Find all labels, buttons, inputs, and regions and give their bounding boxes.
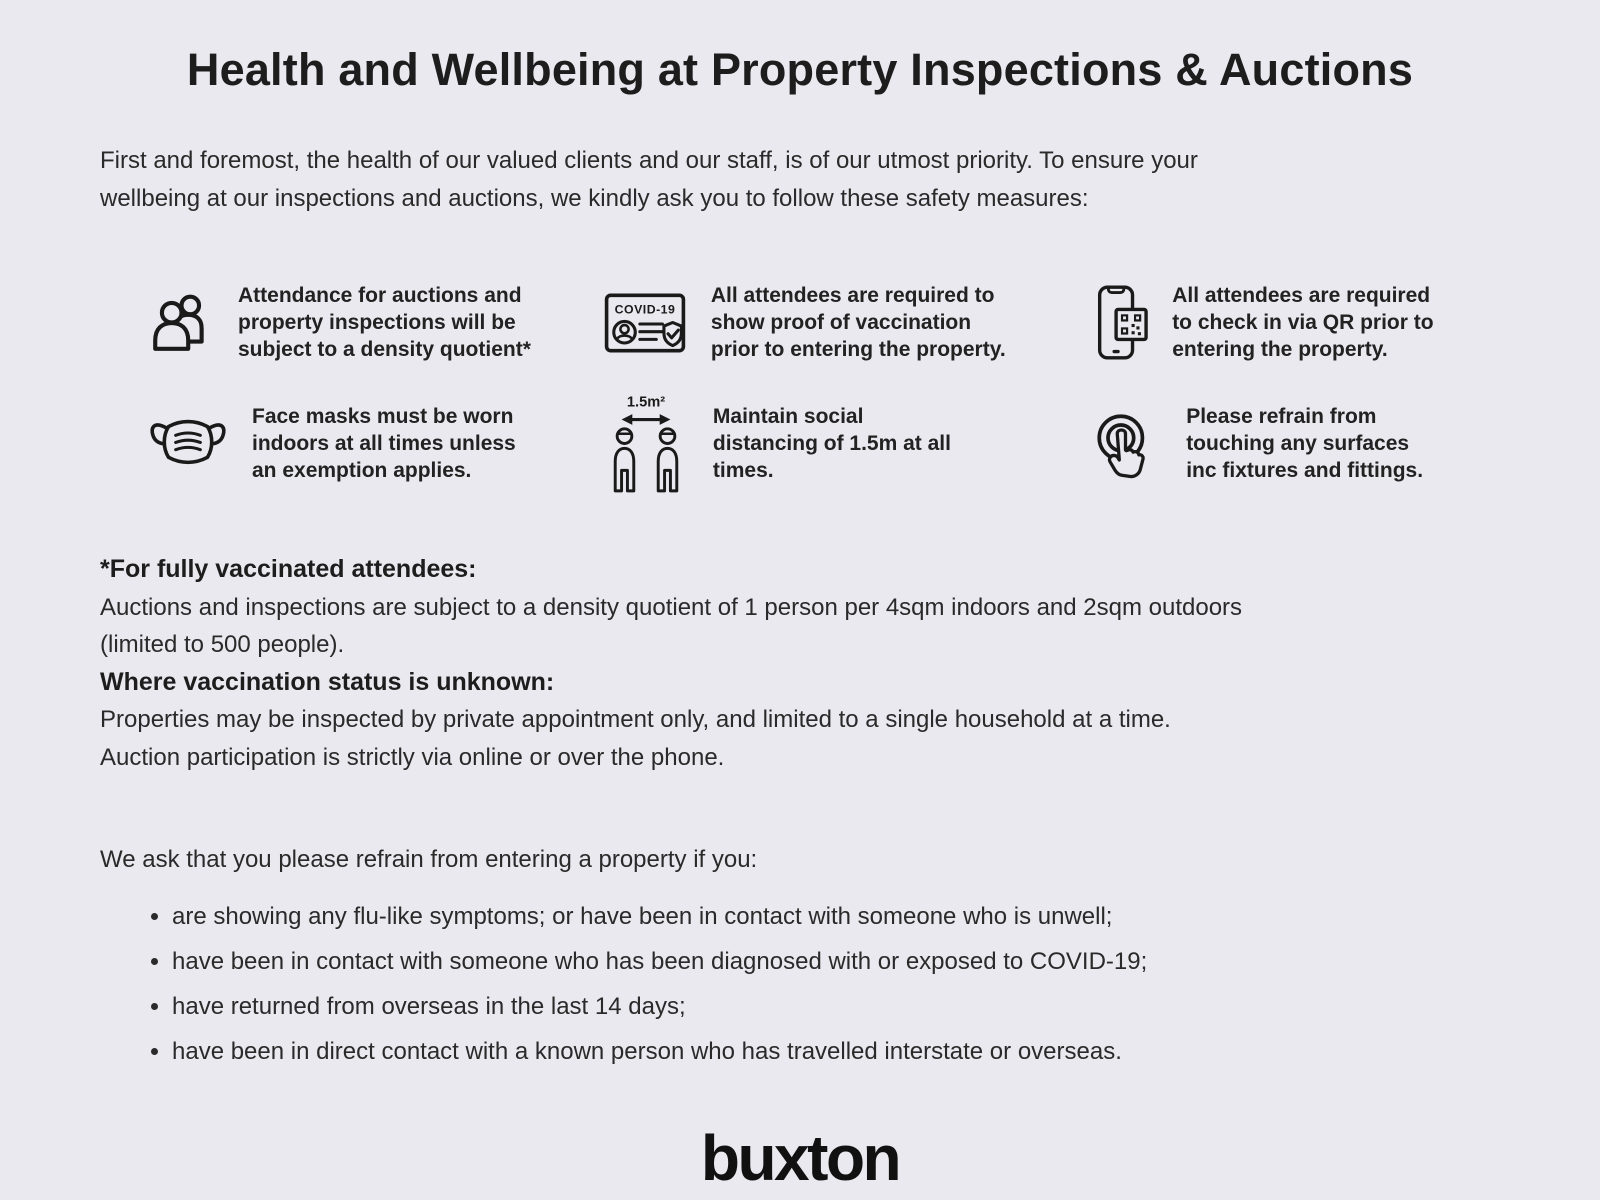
measure-qr-checkin: All attendees are required to check in v… xyxy=(1090,282,1495,363)
measure-no-touching: Please refrain from touching any surface… xyxy=(1090,393,1495,493)
measure-text: All attendees are required to show proof… xyxy=(710,284,1006,361)
measure-density-quotient: Attendance for auctions and property ins… xyxy=(148,282,561,363)
policy-notes: *For fully vaccinated attendees: Auction… xyxy=(100,551,1500,776)
vaccination-unknown-body: Properties may be inspected by private a… xyxy=(100,706,1171,771)
face-mask-icon xyxy=(148,413,228,473)
people-icon xyxy=(148,290,214,356)
refrain-section: We ask that you please refrain from ente… xyxy=(100,842,1500,1067)
measure-proof-of-vaccination: COVID-19 All attendees are required to s… xyxy=(603,282,1048,363)
measure-text: Face masks must be worn indoors at all t… xyxy=(252,404,516,482)
refrain-lead: We ask that you please refrain from ente… xyxy=(100,846,758,873)
refrain-item: have been in direct contact with a known… xyxy=(172,1037,1500,1067)
vaccinated-attendees-body: Auctions and inspections are subject to … xyxy=(100,593,1243,659)
refrain-item: are showing any flu-like symptoms; or ha… xyxy=(172,902,1500,932)
measure-text: Please refrain from touching any surface… xyxy=(1186,404,1424,482)
qr-checkin-phone-icon xyxy=(1090,284,1148,362)
buxton-logo: buxton xyxy=(700,1122,902,1194)
vaccination-card-icon: COVID-19 xyxy=(603,291,687,355)
intro-paragraph: First and foremost, the health of our va… xyxy=(100,147,1198,212)
measure-social-distancing: 1.5m² Maintain social distancing of 1.5m… xyxy=(603,393,1048,493)
refrain-list: are showing any flu-like symptoms; or ha… xyxy=(100,902,1500,1067)
measure-text: Maintain social distancing of 1.5m at al… xyxy=(712,404,951,482)
refrain-item: have returned from overseas in the last … xyxy=(172,992,1500,1022)
refrain-item: have been in contact with someone who ha… xyxy=(172,947,1500,977)
no-touch-icon xyxy=(1090,407,1162,479)
covid19-card-label: COVID-19 xyxy=(615,302,676,316)
measure-text: Attendance for auctions and property ins… xyxy=(238,284,531,361)
page-title: Health and Wellbeing at Property Inspect… xyxy=(186,44,1414,95)
safety-measures-grid: Attendance for auctions and property ins… xyxy=(148,282,1495,493)
distance-label: 1.5m² xyxy=(627,394,665,410)
vaccinated-attendees-heading: *For fully vaccinated attendees: xyxy=(100,555,477,583)
social-distance-icon: 1.5m² xyxy=(603,393,689,493)
vaccination-unknown-heading: Where vaccination status is unknown: xyxy=(100,667,555,696)
footer: buxton xyxy=(0,1121,1600,1195)
measure-text: All attendees are required to check in v… xyxy=(1172,284,1434,361)
measure-face-masks: Face masks must be worn indoors at all t… xyxy=(148,393,561,493)
